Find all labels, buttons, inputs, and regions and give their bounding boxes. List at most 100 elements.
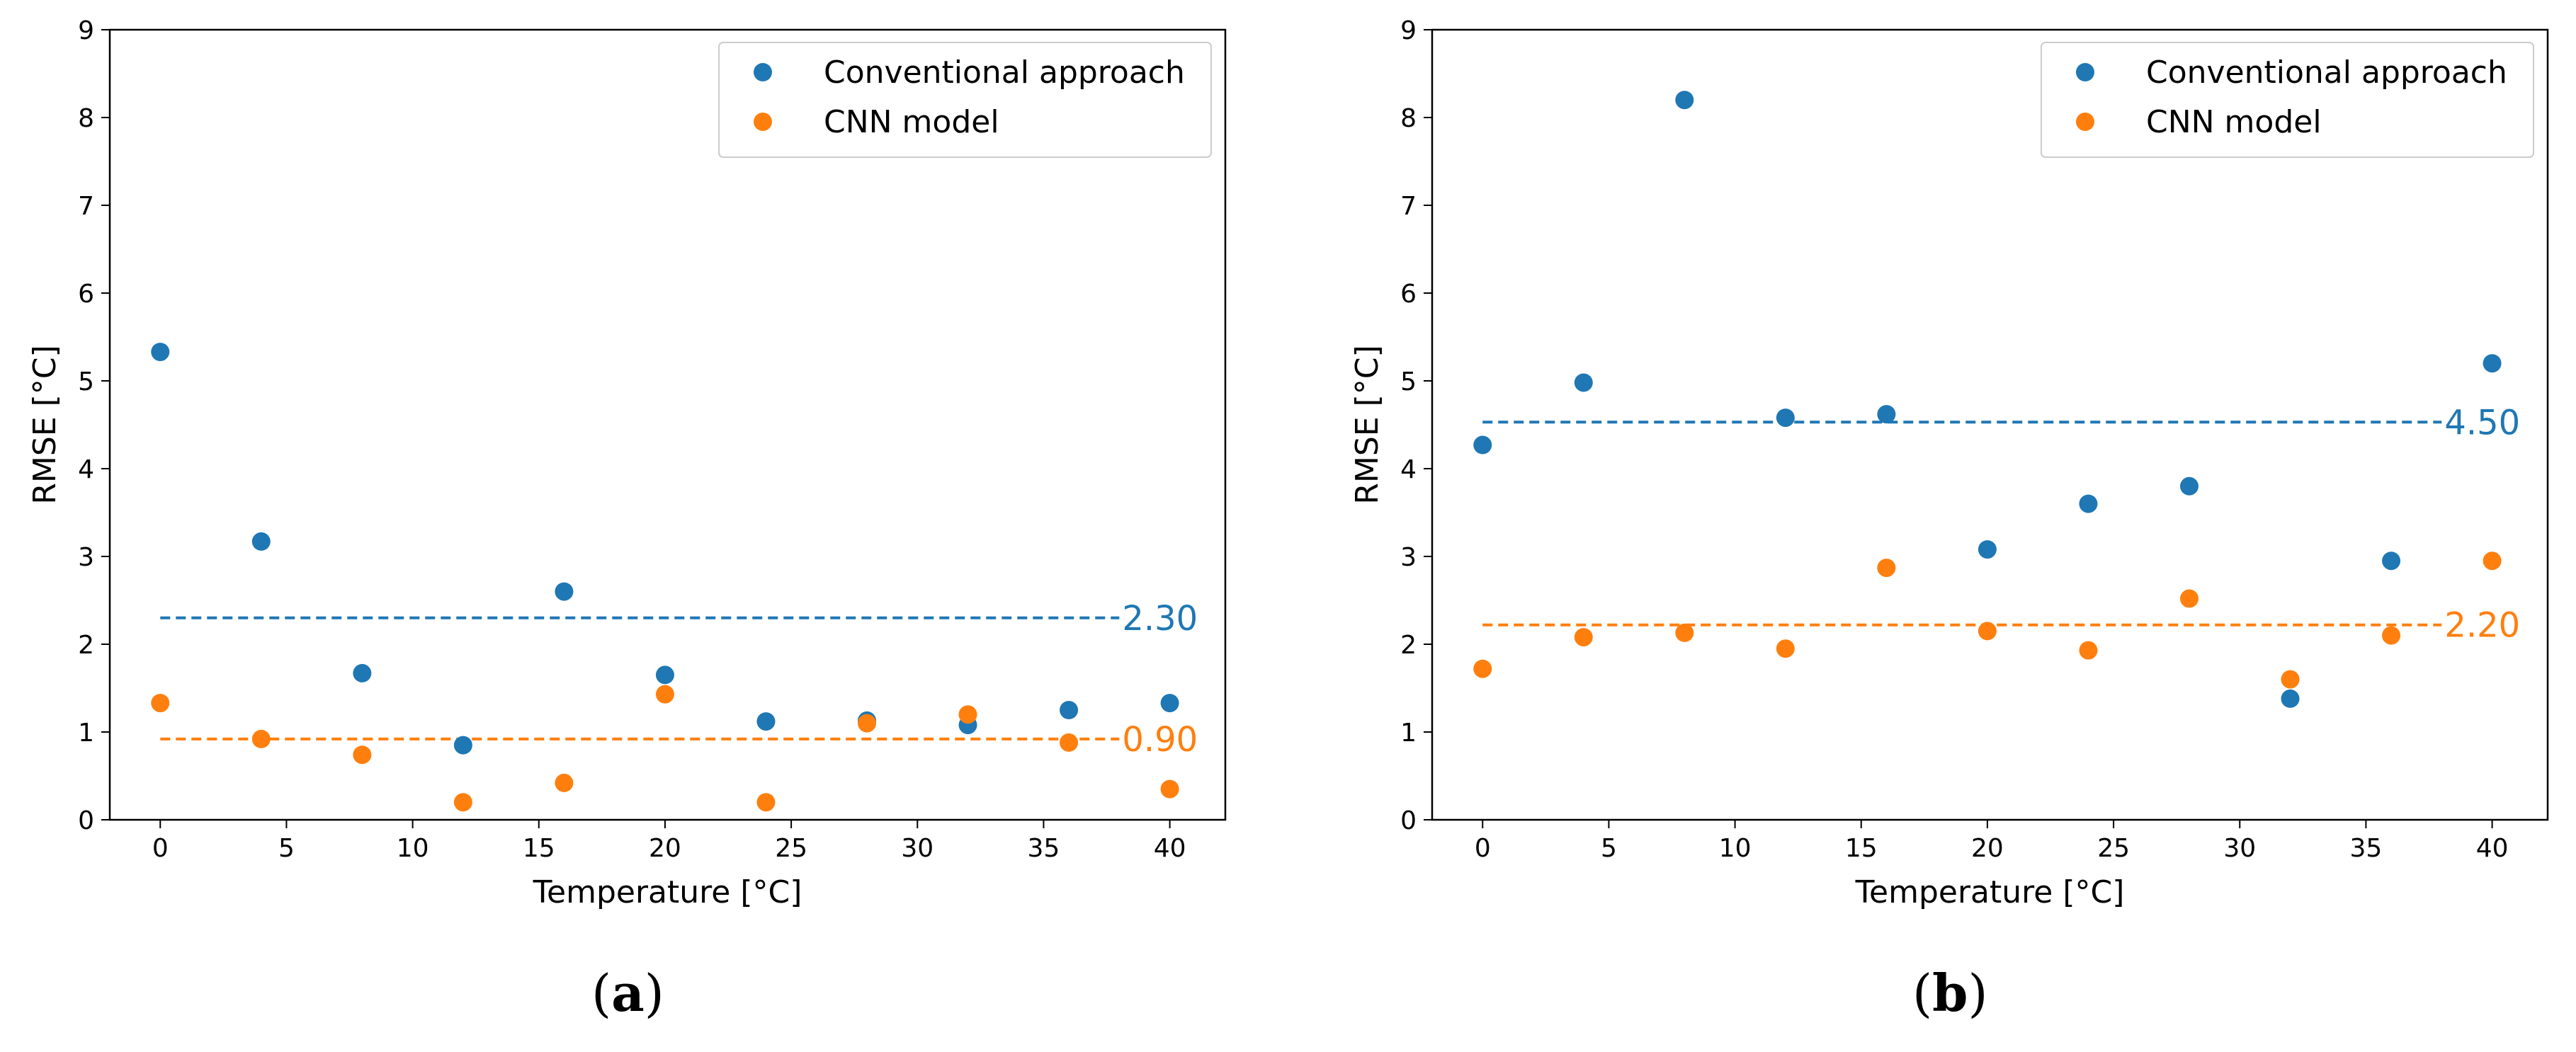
point-cnn	[555, 773, 574, 792]
legend-marker-cnn	[2076, 113, 2094, 131]
mean-label-cnn: 2.20	[2444, 606, 2520, 646]
x-tick-label: 25	[775, 834, 807, 863]
legend-label-cnn: CNN model	[2146, 104, 2322, 140]
point-cnn	[2079, 641, 2098, 660]
legend-box	[2041, 42, 2534, 158]
x-axis-label: Temperature [°C]	[533, 874, 802, 910]
point-cnn	[2281, 670, 2300, 689]
point-cnn	[1473, 659, 1492, 678]
point-conventional	[2079, 494, 2098, 513]
point-conventional	[1473, 435, 1492, 454]
y-tick-label: 0	[78, 806, 94, 835]
y-axis-label: RMSE [°C]	[27, 345, 63, 504]
x-tick-label: 5	[278, 834, 295, 863]
x-tick-label: 5	[1601, 834, 1617, 863]
point-cnn	[251, 729, 271, 748]
point-conventional	[1776, 408, 1795, 428]
point-cnn	[2180, 589, 2199, 608]
plot-frame	[108, 28, 1227, 821]
legend-marker-conventional	[2076, 63, 2094, 81]
y-tick-label: 6	[78, 280, 94, 309]
point-conventional	[251, 532, 271, 551]
y-tick-label: 1	[78, 719, 94, 748]
point-cnn	[1160, 779, 1179, 799]
point-cnn	[655, 685, 674, 704]
x-tick-label: 40	[2476, 834, 2509, 863]
point-cnn	[1060, 733, 1079, 752]
x-tick-label: 20	[1971, 834, 2004, 863]
point-cnn	[1877, 559, 1896, 578]
point-cnn	[1574, 628, 1593, 647]
legend-label-conventional: Conventional approach	[824, 55, 1185, 91]
y-tick-label: 3	[78, 543, 94, 572]
x-tick-label: 35	[1028, 834, 1060, 863]
x-tick-label: 40	[1154, 834, 1186, 863]
x-tick-label: 30	[901, 834, 934, 863]
point-cnn	[453, 793, 472, 812]
y-tick-label: 2	[1400, 631, 1417, 660]
panel-b: 0 5 10 15 20 25 30 35 40 0 1 2 3 4 5 6 7 8 9 Temperature [°…	[1349, 16, 2549, 910]
point-cnn	[1978, 622, 1997, 641]
point-conventional	[2483, 354, 2502, 373]
x-tick-label: 15	[523, 834, 555, 863]
point-cnn	[958, 705, 977, 724]
caption-a: (a)	[591, 963, 664, 1023]
point-conventional	[756, 712, 776, 731]
point-cnn	[1675, 623, 1694, 642]
legend-label-cnn: CNN model	[824, 104, 999, 140]
x-tick-label: 35	[2350, 834, 2383, 863]
y-tick-label: 1	[1400, 719, 1417, 748]
mean-label-conventional: 2.30	[1122, 599, 1198, 639]
x-axis-label: Temperature [°C]	[1855, 874, 2125, 910]
y-tick-label: 8	[78, 104, 94, 133]
y-tick-label: 8	[1400, 104, 1417, 133]
point-conventional	[1675, 91, 1694, 110]
point-conventional	[1877, 405, 1896, 424]
mean-label-conventional: 4.50	[2444, 403, 2520, 442]
point-cnn	[756, 793, 776, 812]
x-tick-label: 30	[2223, 834, 2256, 863]
x-tick-label: 10	[1719, 834, 1752, 863]
point-conventional	[1060, 701, 1079, 719]
point-cnn	[1776, 639, 1795, 658]
caption-b-letter: b	[1932, 963, 1968, 1023]
y-tick-label: 4	[78, 455, 94, 484]
legend-label-conventional: Conventional approach	[2146, 55, 2507, 91]
point-conventional	[1574, 373, 1593, 392]
x-tick-label: 0	[1475, 834, 1491, 863]
y-tick-label: 5	[78, 367, 94, 396]
legend: Conventional approach CNN model	[718, 42, 1212, 158]
point-cnn	[151, 694, 170, 713]
y-tick-label: 9	[1400, 16, 1417, 45]
point-conventional	[1978, 540, 1997, 559]
point-conventional	[2180, 476, 2199, 496]
point-conventional	[353, 663, 372, 682]
point-cnn	[2483, 551, 2502, 571]
y-tick-label: 9	[78, 16, 94, 45]
point-conventional	[555, 582, 574, 601]
x-tick-label: 15	[1845, 834, 1878, 863]
y-tick-label: 7	[78, 192, 94, 221]
x-tick-label: 25	[2097, 834, 2130, 863]
y-tick-label: 0	[1400, 806, 1417, 835]
y-axis-label: RMSE [°C]	[1349, 345, 1385, 504]
panel-a: 0 5 10 15 20 25 30 35 40 0 1 2 3 4 5 6 7 8 9 Temperature [°…	[27, 16, 1227, 910]
point-conventional	[2281, 689, 2300, 708]
y-tick-label: 5	[1400, 367, 1417, 396]
point-conventional	[453, 736, 472, 755]
x-tick-label: 20	[649, 834, 681, 863]
point-conventional	[655, 665, 674, 685]
legend: Conventional approach CNN model	[2041, 42, 2534, 158]
point-conventional	[1160, 694, 1179, 713]
y-tick-label: 7	[1400, 192, 1417, 221]
point-cnn	[2382, 626, 2401, 645]
x-tick-label: 10	[397, 834, 429, 863]
legend-box	[718, 42, 1212, 158]
point-cnn	[858, 714, 877, 733]
point-conventional	[151, 343, 170, 362]
mean-label-cnn: 0.90	[1122, 720, 1198, 760]
y-tick-label: 3	[1400, 543, 1417, 572]
caption-b: (b)	[1912, 963, 1988, 1023]
legend-marker-cnn	[754, 113, 772, 131]
